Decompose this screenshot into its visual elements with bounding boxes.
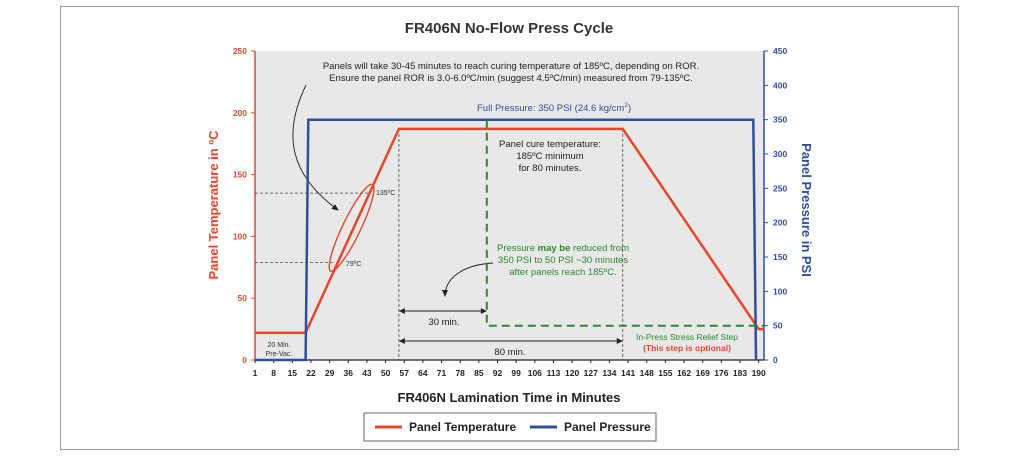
y-right-tick-label: 150: [773, 252, 787, 262]
y-right-tick-label: 300: [773, 149, 787, 159]
annotation-full-pressure: Full Pressure: 350 PSI (24.6 kg/cm2): [477, 102, 631, 114]
full-pressure-main: Full Pressure: 350 PSI (24.6 kg/cm: [477, 103, 624, 114]
x-tick-label: 169: [696, 368, 710, 378]
legend-temperature-label: Panel Temperature: [409, 420, 516, 434]
x-tick-label: 15: [288, 368, 298, 378]
annotation-prevac-line1: 20 Min.: [268, 342, 291, 349]
eighty-min-arrow-head-right: [616, 338, 623, 344]
annotation-ror-line1: Panels will take 30-45 minutes to reach …: [323, 61, 699, 72]
x-tick-label: 64: [418, 368, 428, 378]
y-right-tick-label: 200: [773, 218, 787, 228]
annotation-reduce-line3: after panels reach 185ºC.: [509, 267, 617, 278]
annotation-prevac-line2: Pre-Vac.: [266, 351, 293, 358]
x-tick-label: 176: [714, 368, 728, 378]
x-axis-label: FR406N Lamination Time in Minutes: [398, 390, 621, 405]
label-79c: 79ºC: [346, 261, 361, 268]
series-line-optional-pressure: [485, 119, 764, 327]
annotation-reduce-line2: 350 PSI to 50 PSI ~30 minutes: [498, 255, 628, 266]
y-right-tick-label: 100: [773, 286, 787, 296]
y-right-tick-label: 400: [773, 80, 787, 90]
x-tick-label: 148: [640, 368, 654, 378]
y-right-tick-label: 450: [773, 46, 787, 56]
x-tick-label: 1: [253, 368, 258, 378]
x-tick-label: 134: [602, 368, 616, 378]
annotation-cure-line1: Panel cure temperature:: [499, 139, 601, 150]
x-tick-label: 85: [474, 368, 484, 378]
reduce-pointer-arrow: [442, 262, 494, 297]
legend-pressure-label: Panel Pressure: [564, 420, 651, 434]
legend-box: [363, 412, 657, 442]
plot-area: [255, 51, 764, 360]
annotation-stress-line1: In-Press Stress Relief Step: [636, 332, 738, 342]
reduce-line1-emphasis: may be: [538, 243, 571, 254]
x-tick-label: 92: [493, 368, 503, 378]
annotation-30-min: 30 min.: [428, 317, 459, 328]
y-left-tick-label: 150: [233, 170, 247, 180]
x-tick-label: 36: [344, 368, 354, 378]
x-tick-label: 57: [400, 368, 410, 378]
series-line-panel-temperature: [255, 127, 764, 335]
y-left-tick-label: 200: [233, 108, 247, 118]
thirty-min-arrow-head-left: [398, 308, 405, 314]
x-tick-label: 106: [528, 368, 542, 378]
x-tick-label: 50: [381, 368, 391, 378]
x-tick-label: 155: [658, 368, 672, 378]
y-left-tick-label: 0: [242, 355, 247, 365]
annotation-stress-line2: (This step is optional): [643, 343, 731, 353]
y-right-tick-label: 350: [773, 115, 787, 125]
x-tick-label: 22: [306, 368, 316, 378]
annotation-80-min: 80 min.: [494, 347, 525, 358]
y-right-tick-label: 50: [773, 321, 783, 331]
label-135c: 135ºC: [376, 190, 395, 197]
tick-labels: 0501001502002500501001502002503003504004…: [233, 46, 788, 378]
y-left-tick-label: 100: [233, 231, 247, 241]
x-tick-label: 120: [565, 368, 579, 378]
eighty-min-arrow-head-left: [398, 338, 405, 344]
full-pressure-superscript: 2: [624, 102, 628, 109]
reduce-line1-end: reduced from: [570, 243, 629, 254]
y-axis-left-label: Panel Temperature in ºC: [206, 130, 221, 280]
thirty-min-arrow-head-right: [480, 308, 487, 314]
annotation-cure-line2: 185ºC minimum: [516, 151, 583, 162]
axes: [251, 50, 768, 363]
x-tick-label: 29: [325, 368, 335, 378]
y-left-tick-label: 250: [233, 46, 247, 56]
x-tick-label: 99: [511, 368, 521, 378]
ror-pointer-arrow: [292, 84, 339, 211]
series-lines: [255, 118, 764, 362]
annotation-cure-line3: for 80 minutes.: [519, 163, 582, 174]
y-right-tick-label: 250: [773, 183, 787, 193]
x-tick-label: 71: [437, 368, 447, 378]
x-tick-label: 162: [677, 368, 691, 378]
annotation-reduce-line1: Pressure may be reduced from: [497, 243, 629, 254]
x-tick-label: 190: [752, 368, 766, 378]
y-right-tick-label: 0: [773, 355, 778, 365]
x-tick-label: 78: [455, 368, 465, 378]
x-tick-label: 183: [733, 368, 747, 378]
y-left-tick-label: 50: [238, 293, 248, 303]
reduce-line1-start: Pressure: [497, 243, 538, 254]
full-pressure-close: ): [628, 103, 631, 114]
x-tick-label: 43: [362, 368, 372, 378]
x-tick-label: 127: [584, 368, 598, 378]
x-tick-label: 141: [621, 368, 635, 378]
x-tick-label: 113: [547, 368, 561, 378]
series-line-panel-pressure: [255, 118, 758, 362]
x-tick-label: 8: [271, 368, 276, 378]
legend: Panel Temperature Panel Pressure: [363, 412, 657, 442]
chart-title: FR406N No-Flow Press Cycle: [405, 20, 613, 37]
y-axis-right-label: Panel Pressure in PSI: [799, 143, 814, 277]
annotation-ror-line2: Ensure the panel ROR is 3.0-6.0ºC/min (s…: [329, 73, 693, 84]
